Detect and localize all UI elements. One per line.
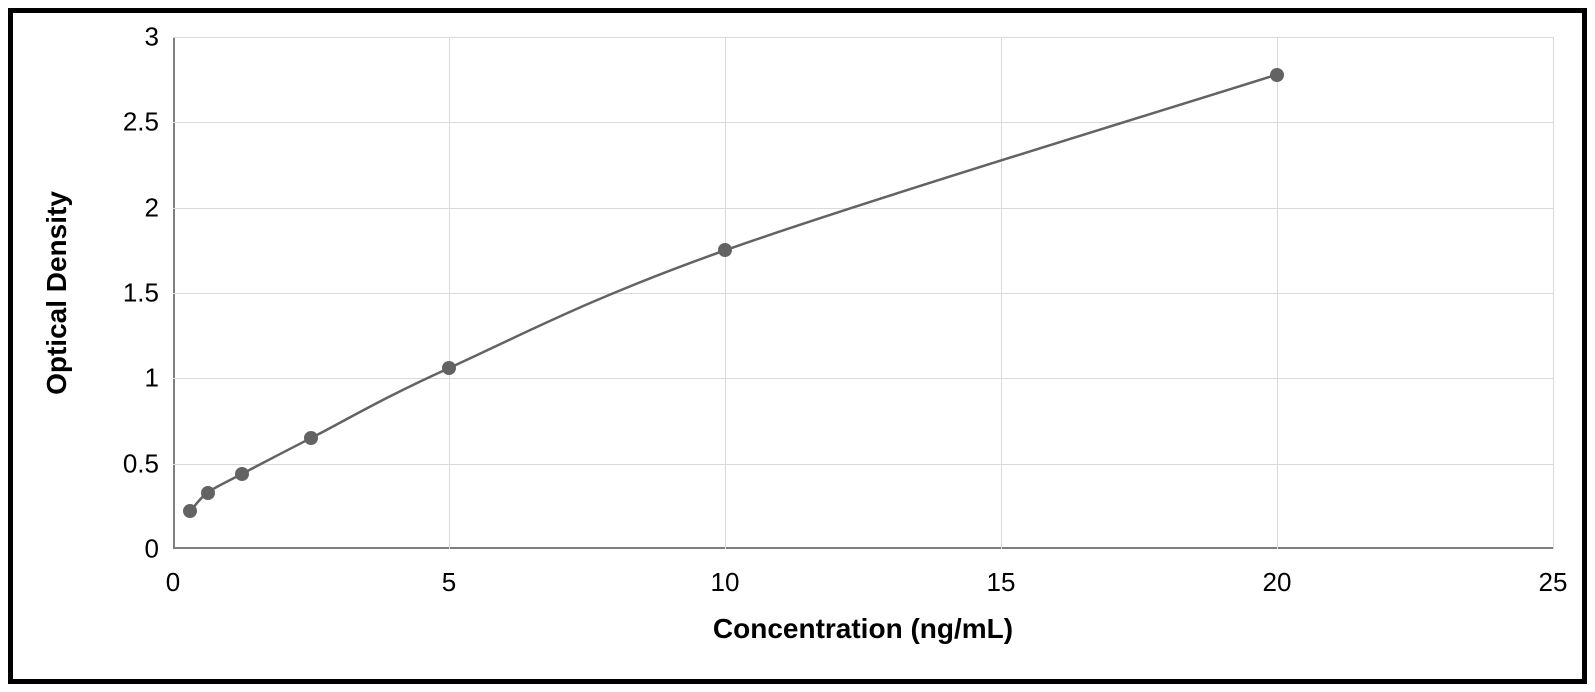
x-tick-label: 5 (442, 567, 456, 598)
y-tick-label: 0.5 (123, 448, 159, 479)
data-point-marker (235, 467, 249, 481)
x-tick-label: 0 (166, 567, 180, 598)
y-tick-label: 1 (145, 363, 159, 394)
y-axis-label: Optical Density (41, 191, 73, 395)
data-point-marker (201, 486, 215, 500)
y-tick-label: 1.5 (123, 278, 159, 309)
data-point-marker (718, 243, 732, 257)
x-tick-label: 25 (1539, 567, 1568, 598)
curve-path (190, 75, 1277, 512)
x-tick-label: 20 (1263, 567, 1292, 598)
data-point-marker (304, 431, 318, 445)
chart-container: 0 5 10 15 20 25 0 0.5 1 1.5 2 2.5 3 Concentration (… (13, 13, 1582, 679)
y-tick-label: 2 (145, 192, 159, 223)
data-point-marker (442, 361, 456, 375)
x-axis-label: Concentration (ng/mL) (173, 613, 1553, 645)
data-point-marker (1270, 68, 1284, 82)
data-point-marker (183, 504, 197, 518)
y-tick-label: 2.5 (123, 107, 159, 138)
chart-frame: 0 5 10 15 20 25 0 0.5 1 1.5 2 2.5 3 Concentration (… (8, 8, 1587, 684)
x-tick-label: 15 (987, 567, 1016, 598)
line-series (13, 13, 1593, 589)
x-tick-label: 10 (711, 567, 740, 598)
y-tick-label: 3 (145, 22, 159, 53)
y-tick-label: 0 (145, 534, 159, 565)
